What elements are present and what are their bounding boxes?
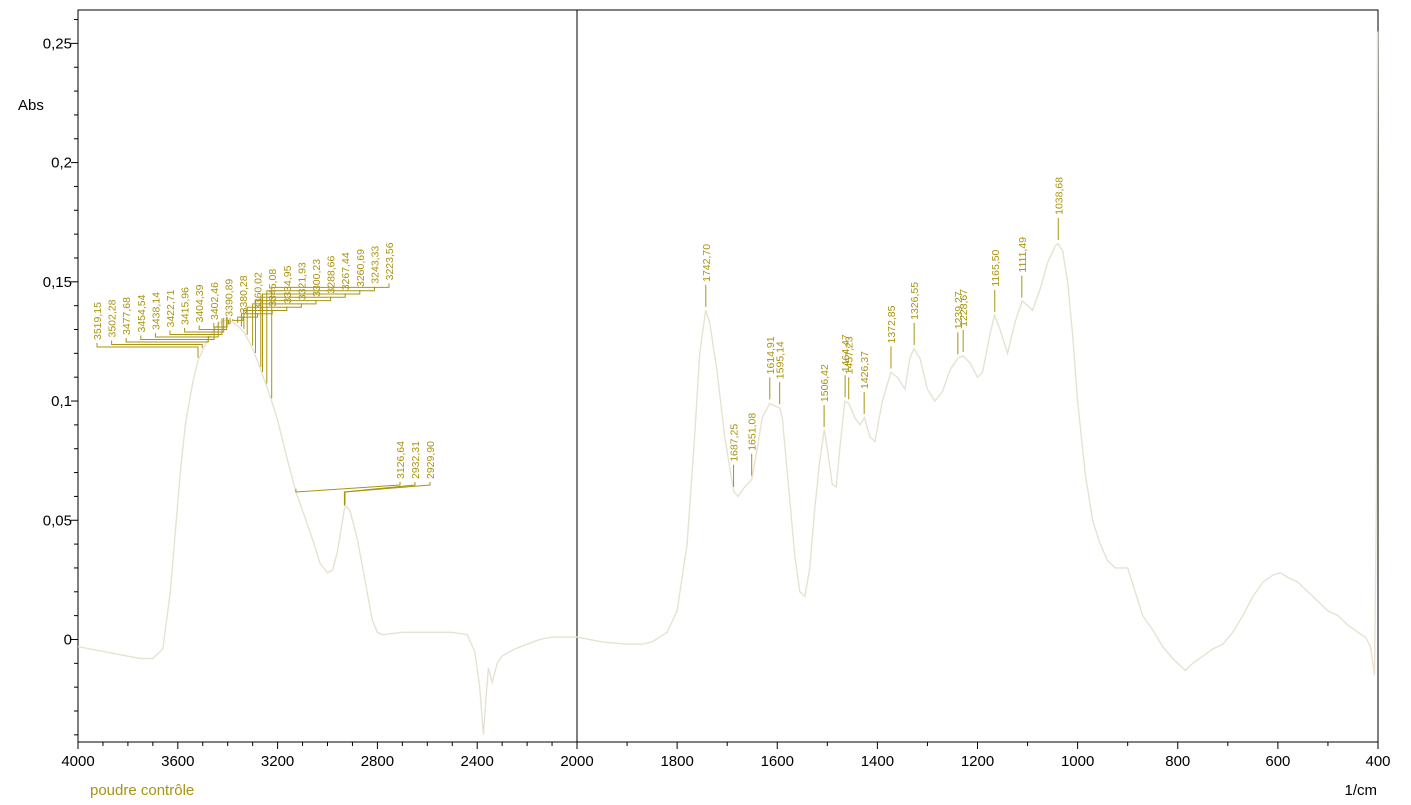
peak-label: 3223,56 (384, 242, 396, 280)
peak-label: 3243,33 (369, 246, 381, 284)
peak-label: 2932,31 (410, 441, 422, 479)
peak-label: 3519,15 (92, 302, 104, 340)
peak-label: 3260,69 (355, 249, 367, 287)
y-axis-ticks: 0 0,05 0,1 0,15 0,2 0,25 (43, 19, 78, 736)
peak-label: 1326,55 (909, 282, 921, 320)
peak-label: 1038,68 (1053, 177, 1065, 215)
peak-annotations: 3519,15 3502,28 3477,68 3454,54 3438,14 3422,… (92, 177, 1065, 506)
peak-leader-line (169, 318, 223, 335)
peak-leader-line (184, 317, 225, 333)
x-tick-label: 1200 (961, 753, 994, 770)
peak-leader-line (125, 335, 209, 343)
peak-label: 3126,64 (395, 441, 407, 479)
peak-label: 1595,14 (775, 341, 787, 379)
peak-leader-line (343, 482, 416, 506)
peak-label: 1426,37 (859, 351, 871, 389)
spectrum-curve-layer (77, 31, 1379, 735)
peak-label: 1457,23 (844, 336, 856, 374)
y-tick-label: 0 (64, 631, 72, 648)
y-tick-label: 0,05 (43, 512, 72, 529)
x-tick-label: 1800 (660, 753, 693, 770)
peak-label: 1651,08 (747, 413, 759, 451)
peak-label: 1239,27 (953, 291, 965, 329)
peak-label: 3477,68 (121, 297, 133, 335)
peak-label: 1687,25 (729, 424, 741, 462)
x-tick-label: 1600 (761, 753, 794, 770)
y-tick-label: 0,2 (51, 155, 72, 172)
peak-leader-line (271, 283, 390, 399)
peak-label: 1464,47 (840, 334, 852, 372)
peak-leader-line (96, 343, 199, 358)
x-tick-label: 800 (1165, 753, 1190, 770)
peak-leader-line (246, 303, 302, 335)
peak-leader-line (260, 293, 346, 367)
y-tick-label: 0,25 (43, 35, 72, 52)
peak-label: 3404,39 (194, 284, 206, 322)
x-tick-label: 400 (1365, 753, 1390, 770)
y-tick-label: 0,1 (51, 393, 72, 410)
x-tick-label: 600 (1265, 753, 1290, 770)
peak-leader-line (140, 326, 215, 340)
x-tick-label: 4000 (61, 753, 94, 770)
peak-label: 1228,67 (958, 289, 970, 327)
peak-label: 3288,66 (326, 255, 338, 293)
legend-series-name: poudre contrôle (90, 782, 194, 799)
peak-leader-line (252, 299, 317, 346)
peak-label: 3402,46 (209, 282, 221, 320)
peak-leader-line (262, 290, 361, 372)
x-tick-label: 1400 (861, 753, 894, 770)
peak-leader-line (213, 317, 228, 328)
peak-leader-line (227, 318, 231, 325)
peak-leader-line (266, 286, 375, 384)
x-tick-label: 1000 (1061, 753, 1094, 770)
x-axis-unit: 1/cm (1344, 782, 1377, 799)
peak-leader-line (255, 296, 332, 353)
peak-label: 3380,28 (238, 275, 250, 313)
peak-leader-line (111, 340, 203, 349)
y-axis-title: Abs (18, 97, 44, 114)
peak-label: 3415,96 (180, 287, 192, 325)
x-axis-ticks: 4000 3600 3200 2800 2400 2000 1800 1600 1400 1200… (61, 742, 1391, 770)
x-tick-label: 2800 (361, 753, 394, 770)
peak-leader-line (243, 306, 288, 329)
peak-label: 1165,50 (990, 249, 1002, 286)
peak-leader-line (344, 482, 431, 505)
peak-label: 3390,89 (223, 279, 235, 317)
peak-label: 1111,49 (1017, 237, 1029, 273)
peak-label: 3502,28 (107, 299, 119, 337)
peak-label: 1506,42 (819, 364, 831, 402)
x-tick-label: 3600 (161, 753, 194, 770)
peak-label: 1742,70 (701, 244, 713, 282)
peak-label: 3454,54 (136, 294, 148, 332)
peak-leader-line (295, 482, 401, 493)
x-tick-label: 2400 (461, 753, 494, 770)
peak-label: 1614,91 (765, 336, 777, 374)
peak-label: 3422,71 (165, 289, 177, 327)
x-tick-label: 3200 (261, 753, 294, 770)
peak-label: 1372,85 (886, 305, 898, 343)
peak-label: 2929,90 (425, 441, 437, 479)
peak-label: 3438,14 (150, 292, 162, 330)
plot-frame (77, 9, 1379, 743)
y-tick-label: 0,15 (43, 274, 72, 291)
x-tick-label: 2000 (560, 753, 593, 770)
peak-label: 3267,44 (340, 252, 352, 290)
series-line-poudre-controle (77, 31, 1379, 735)
